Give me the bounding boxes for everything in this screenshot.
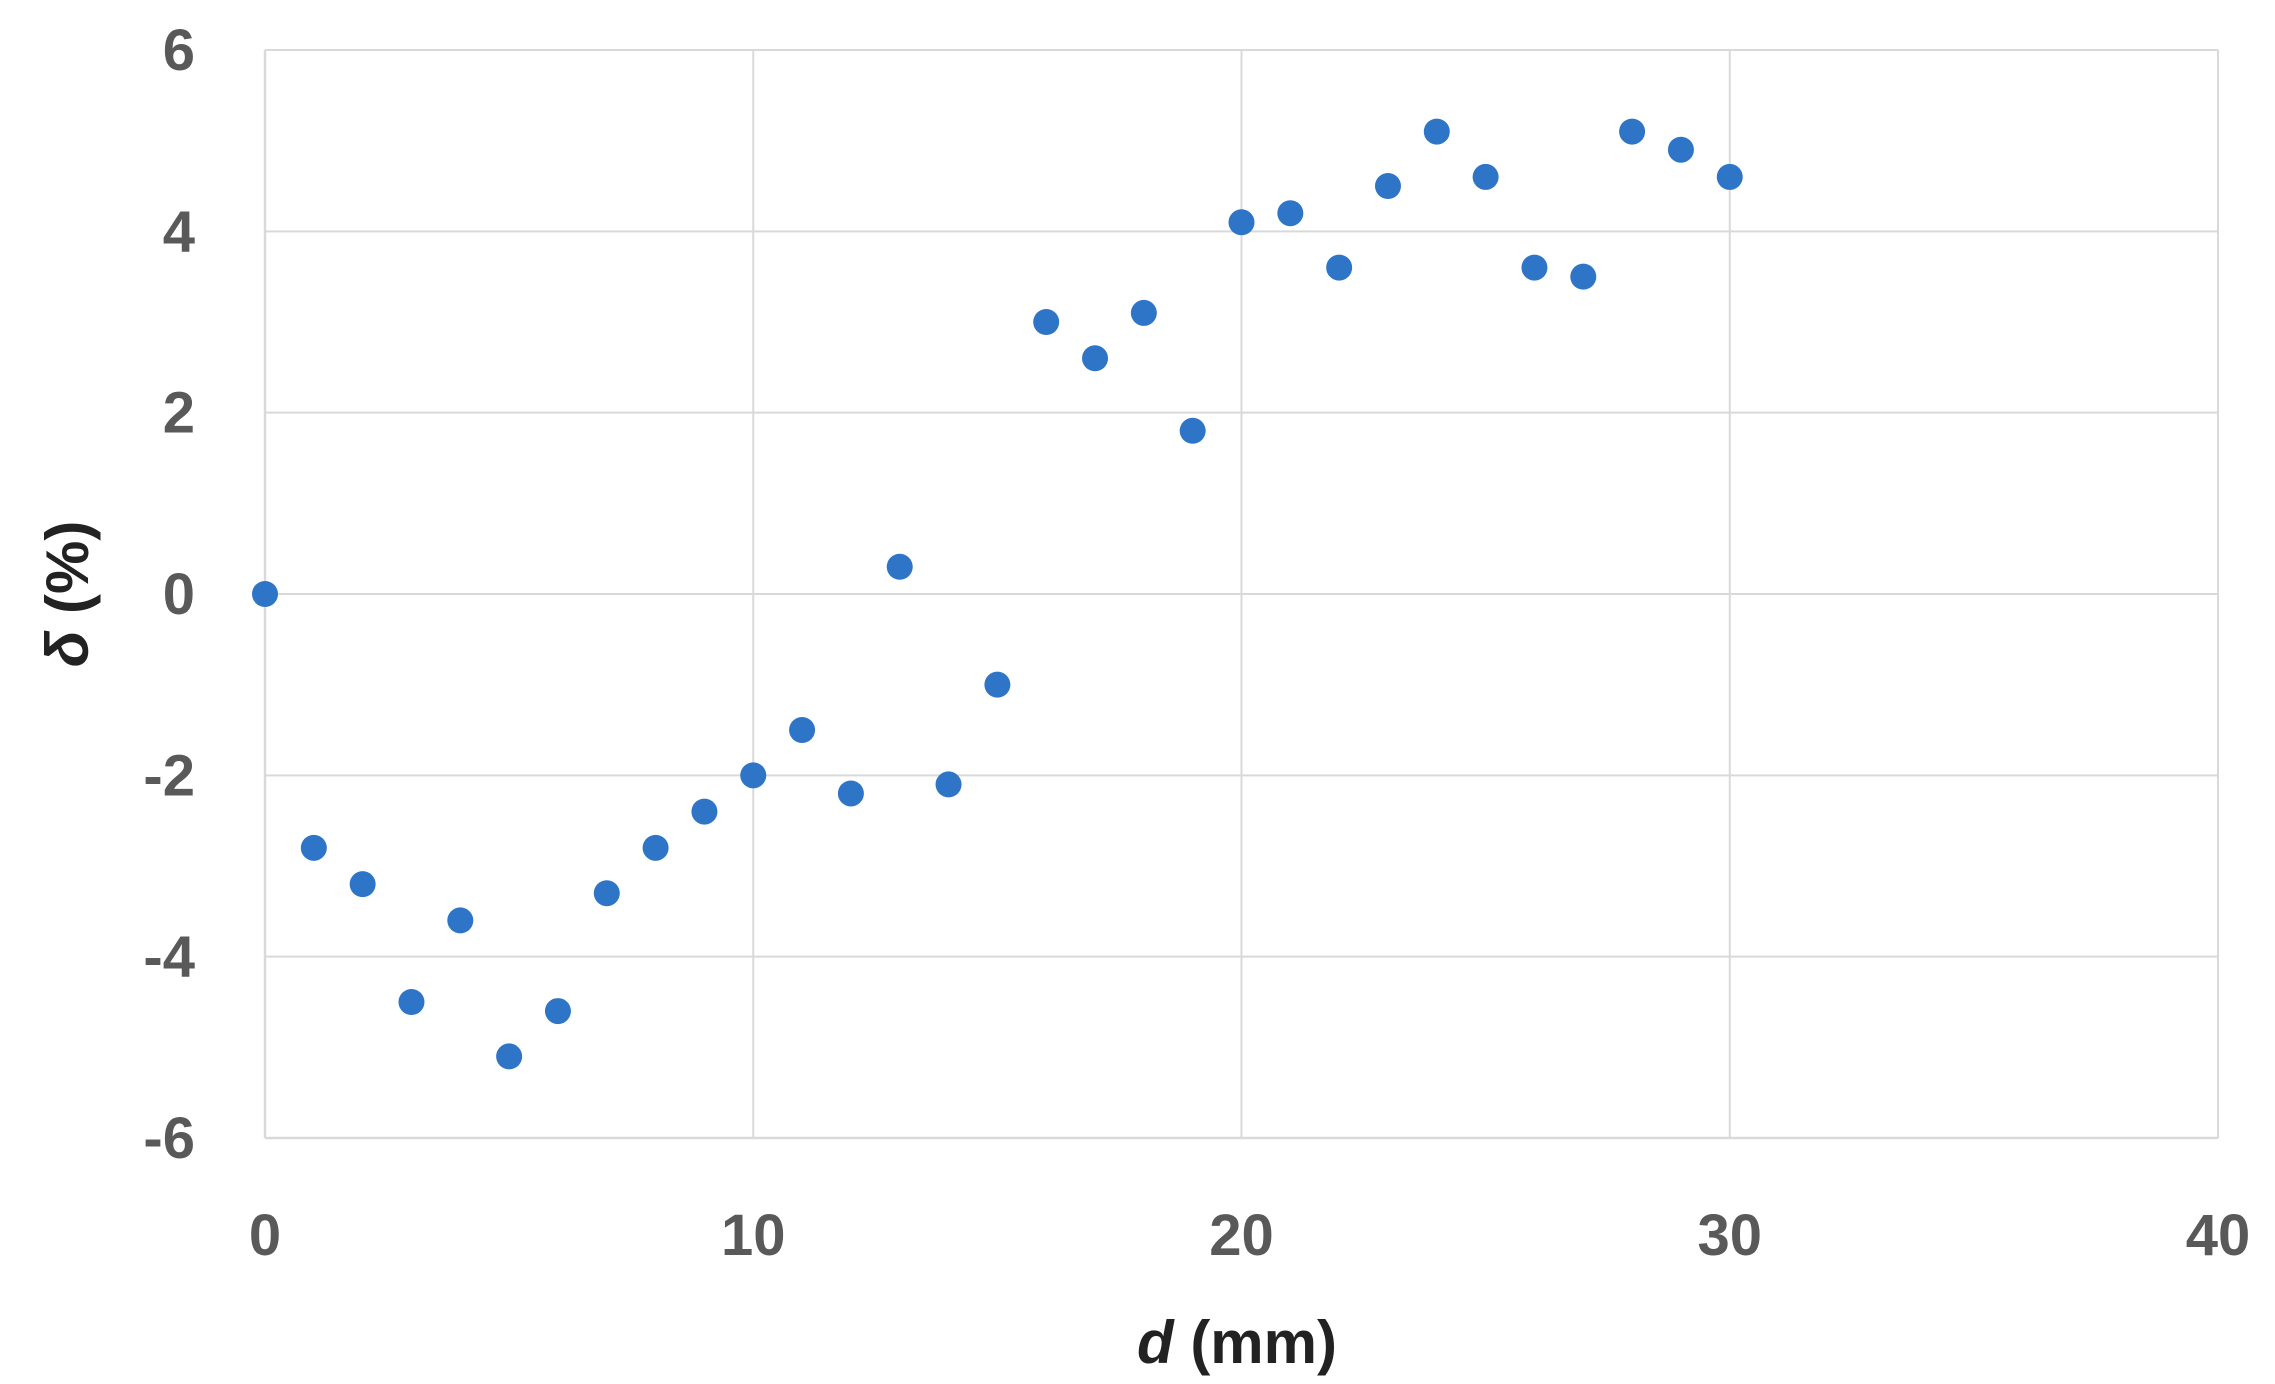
data-point <box>789 717 816 743</box>
data-point <box>1228 209 1255 236</box>
data-point <box>1521 254 1548 281</box>
data-point <box>1570 263 1597 290</box>
y-tick-label: -6 <box>143 1106 195 1171</box>
x-axis-title: d (mm) <box>1137 1309 1337 1376</box>
data-point <box>252 581 278 607</box>
data-point <box>1374 173 1401 199</box>
data-point <box>1277 200 1304 227</box>
x-tick-label: 30 <box>1697 1203 1762 1268</box>
data-point <box>691 798 718 825</box>
y-tick-label: -2 <box>143 743 195 808</box>
data-point <box>1472 163 1499 190</box>
data-point <box>740 762 767 789</box>
data-point <box>1179 417 1206 444</box>
data-point <box>1130 299 1157 326</box>
y-tick-label: 0 <box>163 562 195 627</box>
grid <box>265 49 2219 1138</box>
y-axis-unit: (%) <box>34 521 101 631</box>
data-point <box>398 989 425 1015</box>
x-axis-variable: d <box>1137 1309 1175 1376</box>
x-tick-label: 0 <box>249 1203 281 1268</box>
data-point <box>642 834 669 861</box>
y-tick-label: 2 <box>163 381 195 446</box>
x-tick-label: 40 <box>2186 1203 2251 1268</box>
data-point <box>300 834 327 861</box>
data-point <box>886 553 913 580</box>
y-tick-label: -4 <box>143 925 195 990</box>
y-axis-variable: δ <box>34 630 101 667</box>
data-point <box>1423 118 1450 145</box>
data-point <box>1326 254 1353 281</box>
data-point <box>984 671 1011 698</box>
data-point <box>1082 345 1109 372</box>
y-tick-label: 6 <box>163 18 195 83</box>
data-point <box>837 780 864 807</box>
data-point <box>1033 309 1060 335</box>
x-tick-label: 20 <box>1209 1203 1274 1268</box>
data-point <box>544 998 571 1025</box>
data-point <box>593 880 620 907</box>
x-axis-unit: (mm) <box>1174 1309 1337 1376</box>
y-tick-label: 4 <box>163 199 195 264</box>
x-tick-label: 10 <box>721 1203 786 1268</box>
data-point <box>1716 163 1743 190</box>
data-point <box>496 1043 523 1070</box>
data-points <box>252 118 1743 1070</box>
y-axis-title: δ (%) <box>34 521 101 668</box>
data-point <box>447 907 474 934</box>
data-point <box>1619 118 1646 145</box>
data-point <box>935 771 962 798</box>
data-point <box>349 871 376 898</box>
data-point <box>1667 136 1694 163</box>
